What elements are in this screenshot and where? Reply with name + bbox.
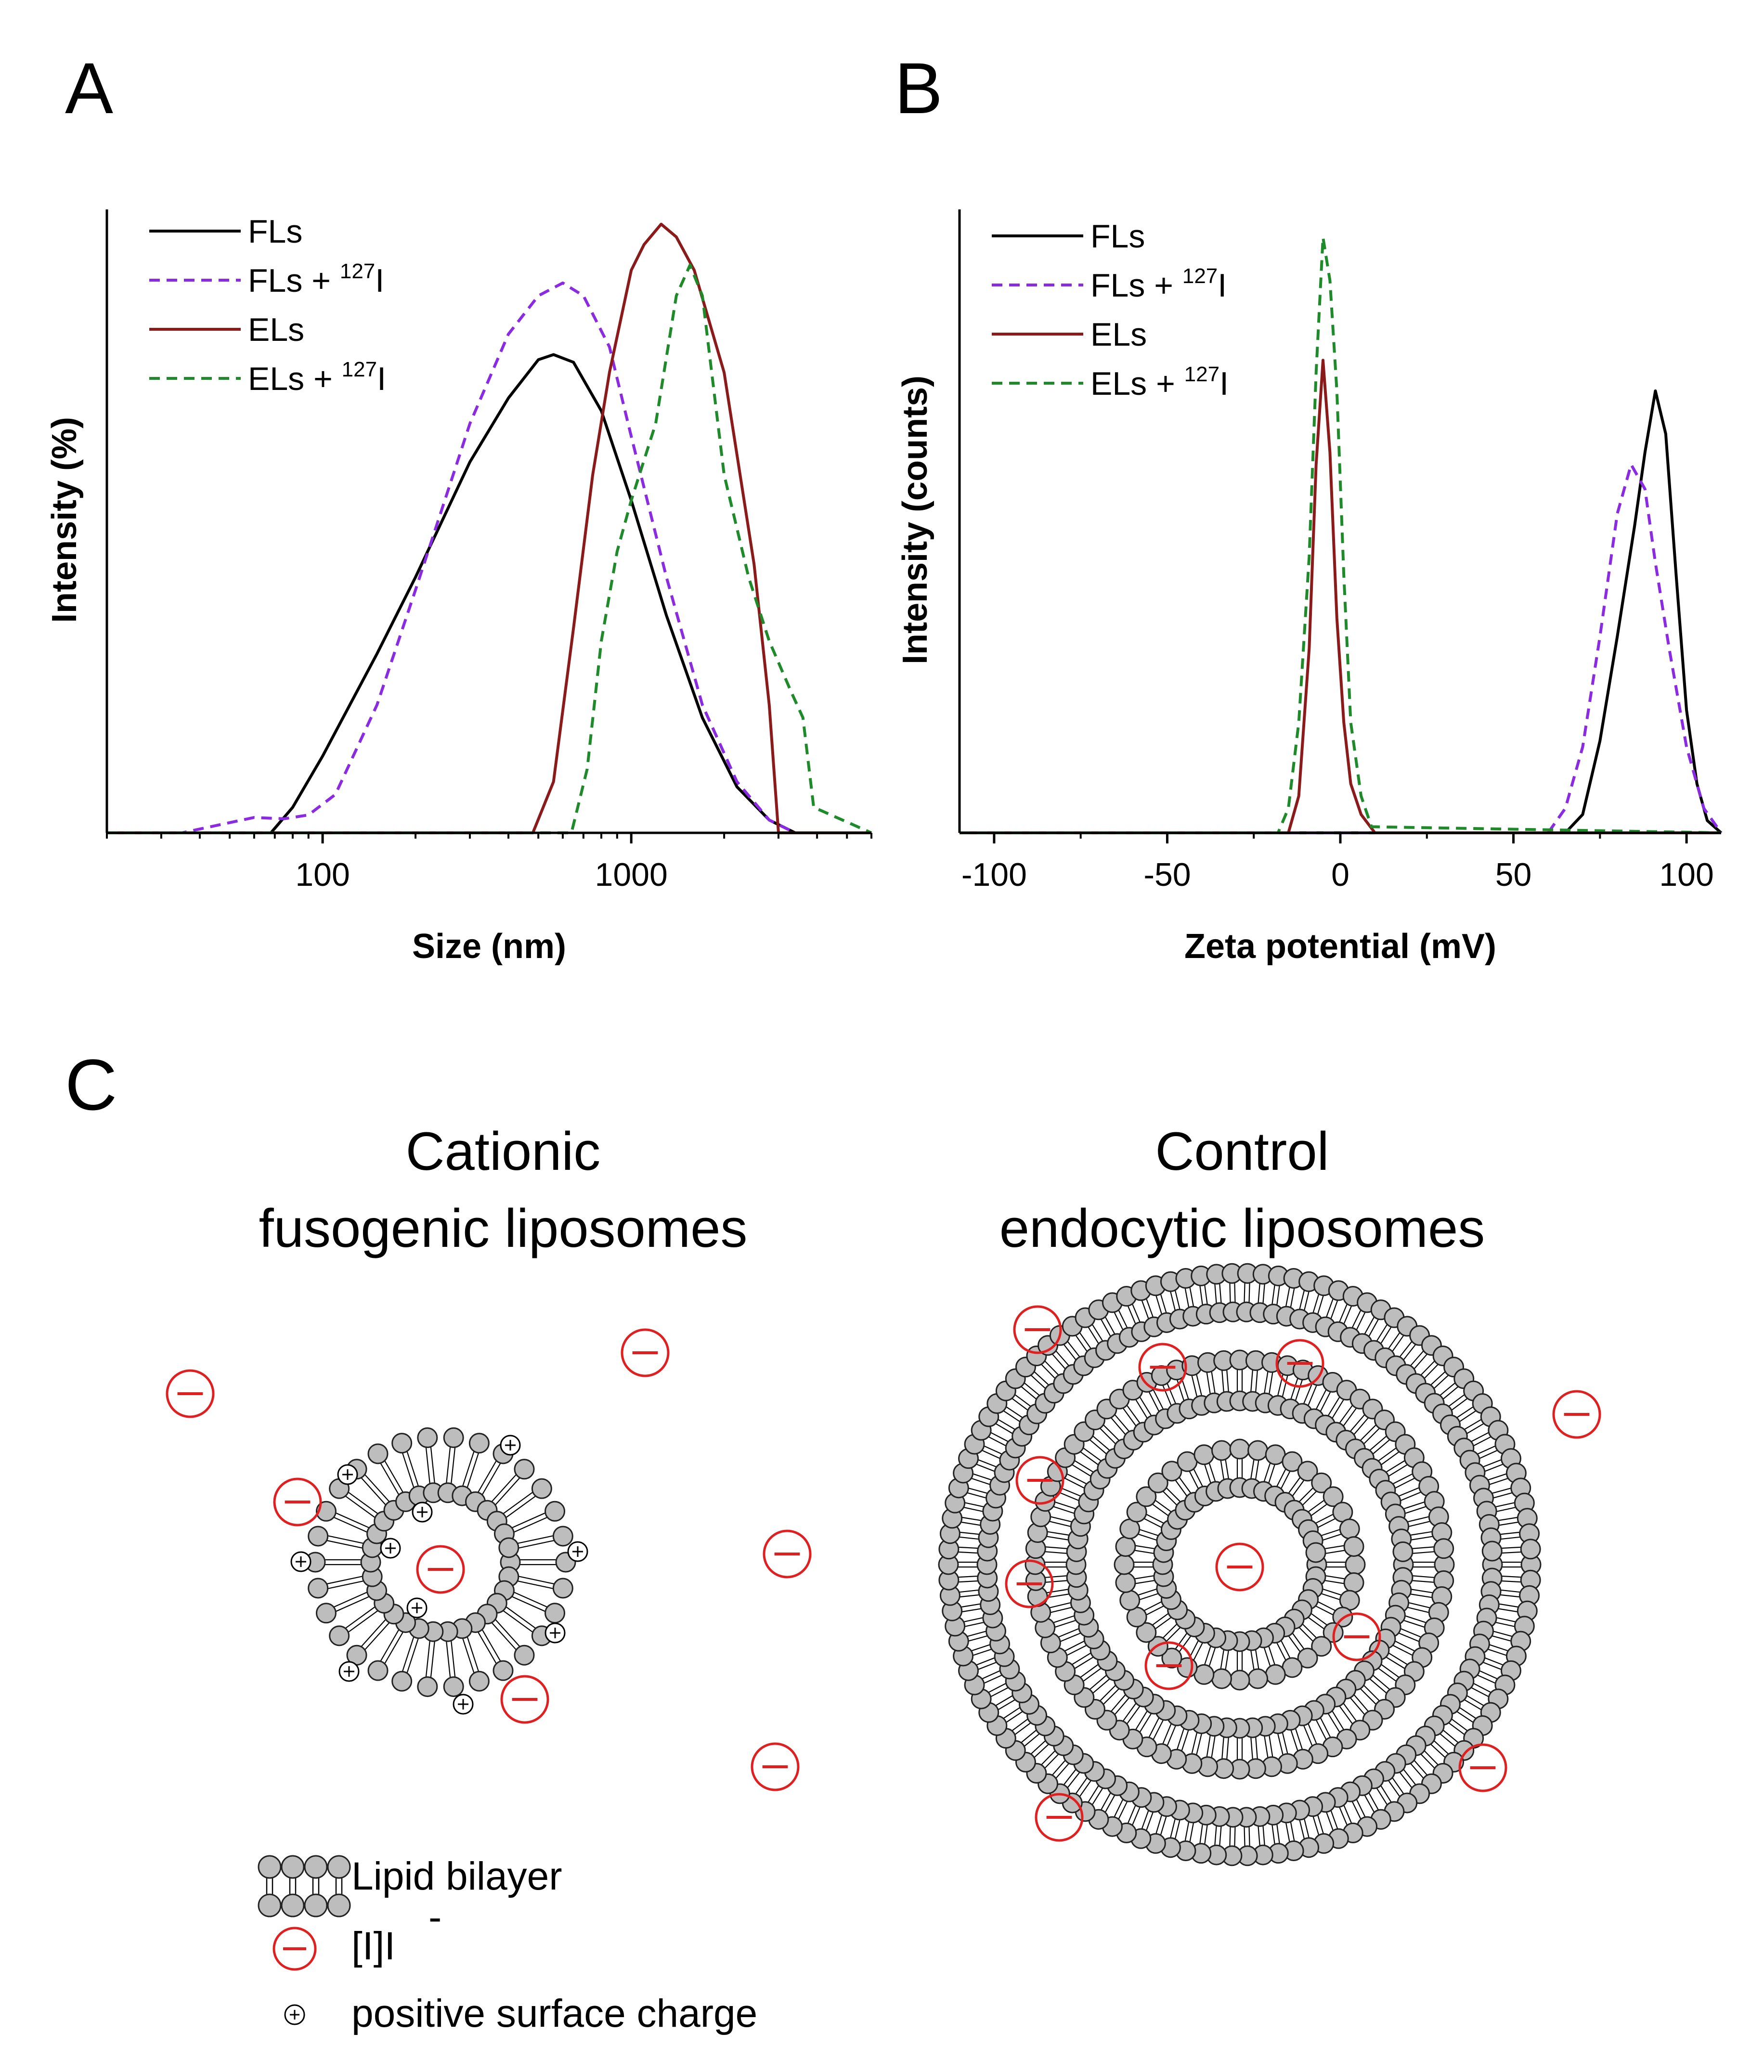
key-anion-charge: - [428, 1895, 441, 1939]
iodide-anion [1013, 1305, 1062, 1354]
liposome-diagram [166, 1263, 1601, 1866]
chart-a-series-line-2 [107, 222, 871, 834]
chart-b-legend-label-0: FLs [1090, 218, 1145, 255]
endocytic-liposome-outer-bilayer [938, 1263, 1542, 1866]
positive-surface-charge [290, 1551, 311, 1572]
chart-b-legend-label-1: FLs + 127I [1090, 264, 1227, 304]
iodide-anion [500, 1675, 549, 1724]
positive-surface-charge [406, 1597, 428, 1619]
iodide-anion [751, 1742, 800, 1791]
chart-a-legend-label-2: ELs [248, 311, 304, 348]
right-diagram-title-line1: Control [1155, 1121, 1329, 1181]
fusogenic-liposome-bilayer [305, 1427, 576, 1697]
iodide-anion [166, 1369, 215, 1418]
diagram-key: Lipid bilayer [I]I - positive surface ch… [258, 1854, 757, 2035]
key-positive-charge-label: positive surface charge [351, 1992, 757, 2035]
chart-b-x-tick-label: -50 [1143, 856, 1191, 893]
chart-b-series-line-0 [960, 389, 1722, 834]
endocytic-liposome-middle-bilayer [1025, 1349, 1455, 1780]
key-anion-icon [272, 1927, 317, 1971]
chart-a-legend-label-1: FLs + 127I [248, 259, 384, 299]
chart-a-x-tick-label: 1000 [595, 856, 668, 893]
endocytic-liposome-inner-bilayer [1114, 1438, 1366, 1691]
key-positive-charge-icon [284, 2004, 305, 2025]
panel-letter-a: A [65, 48, 113, 129]
chart-a-series-line-3 [107, 263, 872, 834]
chart-b-x-axis-title: Zeta potential (mV) [1184, 927, 1496, 966]
panel-letter-b: B [895, 48, 943, 129]
iodide-anion [1458, 1743, 1507, 1792]
iodide-anion [1332, 1612, 1381, 1661]
chart-a-y-axis-title: Intensity (%) [45, 417, 84, 623]
positive-surface-charge [337, 1464, 358, 1485]
iodide-anion [1015, 1456, 1064, 1505]
chart-b-zeta-potential: -100 -50 0 50 100 FLs FLs + 127I ELs ELs + 127I… [896, 209, 1723, 966]
iodide-anion [621, 1328, 670, 1377]
iodide-anion [416, 1545, 465, 1594]
chart-b-series-line-3 [960, 236, 1722, 834]
iodide-anion [1144, 1641, 1193, 1690]
chart-b-series-line-2 [960, 359, 1721, 834]
chart-b-y-axis-title: Intensity (counts) [896, 376, 934, 664]
iodide-anion [273, 1477, 322, 1527]
iodide-anion [1005, 1559, 1054, 1608]
chart-b-x-tick-label: -100 [961, 856, 1027, 893]
chart-a-legend-label-0: FLs [248, 213, 302, 250]
positive-surface-charge [412, 1502, 433, 1523]
positive-surface-charge [453, 1694, 474, 1715]
chart-b-x-tick-label: 100 [1659, 856, 1713, 893]
chart-a-size-distribution: 100 1000 FLs FLs + 127I ELs ELs + 127I Size … [45, 209, 872, 966]
positive-surface-charge [338, 1661, 360, 1682]
panel-letter-c: C [65, 1044, 117, 1125]
chart-b-x-tick-label: 0 [1331, 856, 1349, 893]
key-anion-label: [I]I [351, 1924, 395, 1968]
chart-a-series-line-1 [107, 281, 871, 834]
iodide-anion [1138, 1343, 1187, 1392]
key-lipid-bilayer-label: Lipid bilayer [351, 1854, 562, 1898]
chart-b-legend-label-3: ELs + 127I [1090, 363, 1229, 402]
iodide-anion [1215, 1542, 1264, 1592]
positive-surface-charge [567, 1541, 588, 1562]
left-diagram-title-line2: fusogenic liposomes [259, 1198, 748, 1258]
chart-a-x-tick-label: 100 [295, 856, 350, 893]
positive-surface-charge [500, 1435, 521, 1456]
chart-a-series-line-0 [107, 353, 871, 834]
key-lipid-bilayer-icon [258, 1855, 351, 1917]
positive-surface-charge [380, 1538, 401, 1559]
right-diagram-title-line2: endocytic liposomes [999, 1198, 1485, 1258]
left-diagram-title-line1: Cationic [406, 1121, 601, 1181]
iodide-anion [1552, 1390, 1601, 1439]
chart-b-legend-label-2: ELs [1090, 316, 1147, 353]
chart-a-legend-label-3: ELs + 127I [248, 358, 386, 397]
iodide-anion [1275, 1339, 1324, 1388]
chart-a-x-axis-title: Size (nm) [412, 927, 566, 966]
iodide-anion [1035, 1793, 1084, 1842]
iodide-anion [763, 1529, 812, 1579]
positive-surface-charge [545, 1622, 566, 1644]
chart-b-x-tick-label: 50 [1495, 856, 1532, 893]
